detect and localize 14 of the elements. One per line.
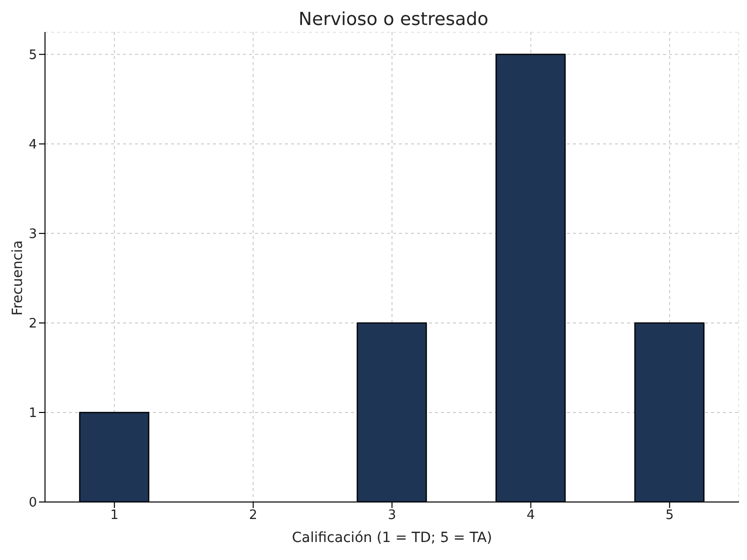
x-tick-label: 1 [110, 508, 119, 524]
y-tick-label: 2 [28, 316, 37, 332]
y-tick-label: 3 [28, 227, 37, 242]
x-tick-label: 2 [249, 508, 258, 524]
y-tick-label: 4 [28, 138, 37, 153]
y-tick-label: 0 [28, 496, 37, 511]
y-axis-title: Frecuencia [10, 239, 26, 318]
x-axis-title: Calificación (1 = TD; 5 = TA) [290, 530, 494, 546]
chart-title: Nervioso o estresado [298, 8, 490, 32]
y-tick-label: 5 [28, 48, 37, 63]
x-tick-label: 3 [388, 508, 396, 524]
y-tick-label: 1 [28, 406, 37, 422]
x-tick-label: 5 [665, 508, 674, 524]
x-tick-label: 4 [526, 508, 535, 524]
